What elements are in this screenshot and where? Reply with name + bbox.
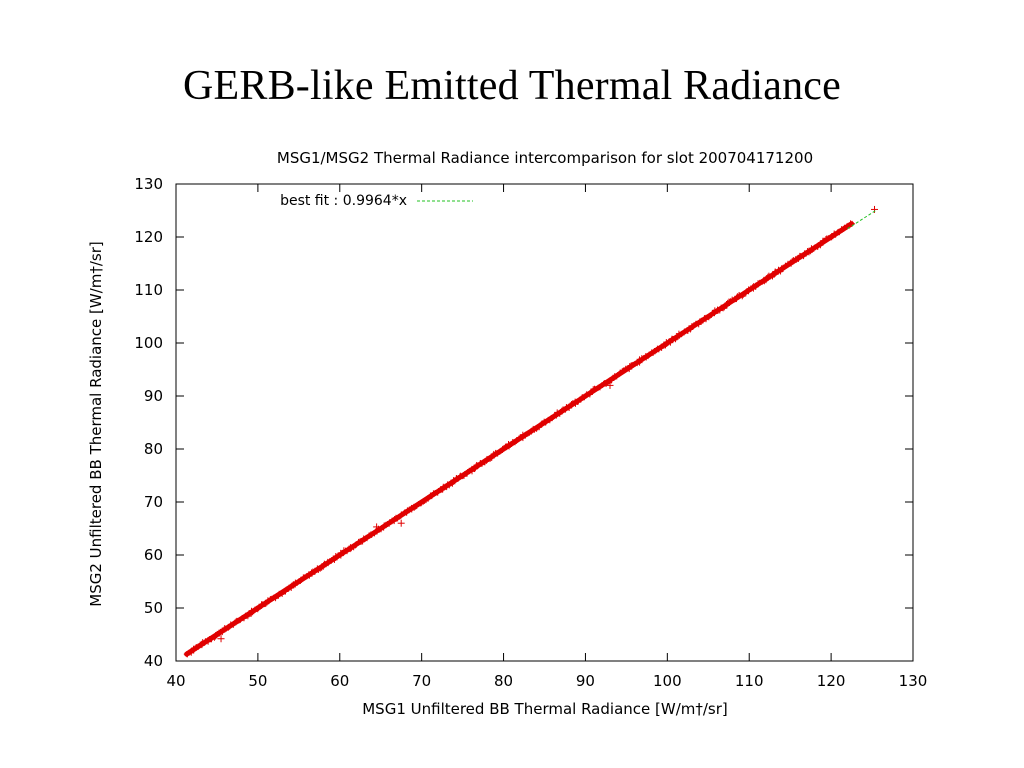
y-tick-label: 60 bbox=[144, 546, 163, 564]
x-tick-label: 70 bbox=[412, 672, 431, 690]
y-tick-label: 70 bbox=[144, 493, 163, 511]
x-tick-label: 50 bbox=[248, 672, 267, 690]
x-tick-label: 130 bbox=[899, 672, 928, 690]
axis-ticks: 40 50 60 70 80 90 100 110 120 130 40 50 60 70 80 90 100 1… bbox=[134, 175, 927, 690]
y-tick-label: 40 bbox=[144, 652, 163, 670]
y-axis-label: MSG2 Unfiltered BB Thermal Radiance [W/m… bbox=[87, 241, 105, 607]
x-tick-label: 90 bbox=[576, 672, 595, 690]
x-tick-label: 110 bbox=[735, 672, 764, 690]
y-tick-label: 50 bbox=[144, 599, 163, 617]
x-axis-label: MSG1 Unfiltered BB Thermal Radiance [W/m… bbox=[362, 700, 728, 718]
best-fit-line bbox=[847, 209, 877, 230]
y-tick-label: 90 bbox=[144, 387, 163, 405]
x-tick-label: 80 bbox=[494, 672, 513, 690]
plot-marks bbox=[183, 205, 879, 658]
y-tick-label: 100 bbox=[134, 334, 163, 352]
slide-title: GERB-like Emitted Thermal Radiance bbox=[182, 63, 841, 109]
x-tick-label: 100 bbox=[653, 672, 682, 690]
y-tick-label: 130 bbox=[134, 175, 163, 193]
scatter-band bbox=[184, 221, 855, 657]
y-tick-label: 110 bbox=[134, 281, 163, 299]
legend-label: best fit : 0.9964*x bbox=[280, 193, 407, 209]
y-tick-label: 120 bbox=[134, 228, 163, 246]
x-tick-label: 120 bbox=[817, 672, 846, 690]
y-tick-label: 80 bbox=[144, 440, 163, 458]
x-tick-label: 40 bbox=[166, 672, 185, 690]
plot-frame bbox=[175, 183, 914, 662]
chart-title: MSG1/MSG2 Thermal Radiance intercomparis… bbox=[277, 149, 813, 167]
x-tick-label: 60 bbox=[330, 672, 349, 690]
